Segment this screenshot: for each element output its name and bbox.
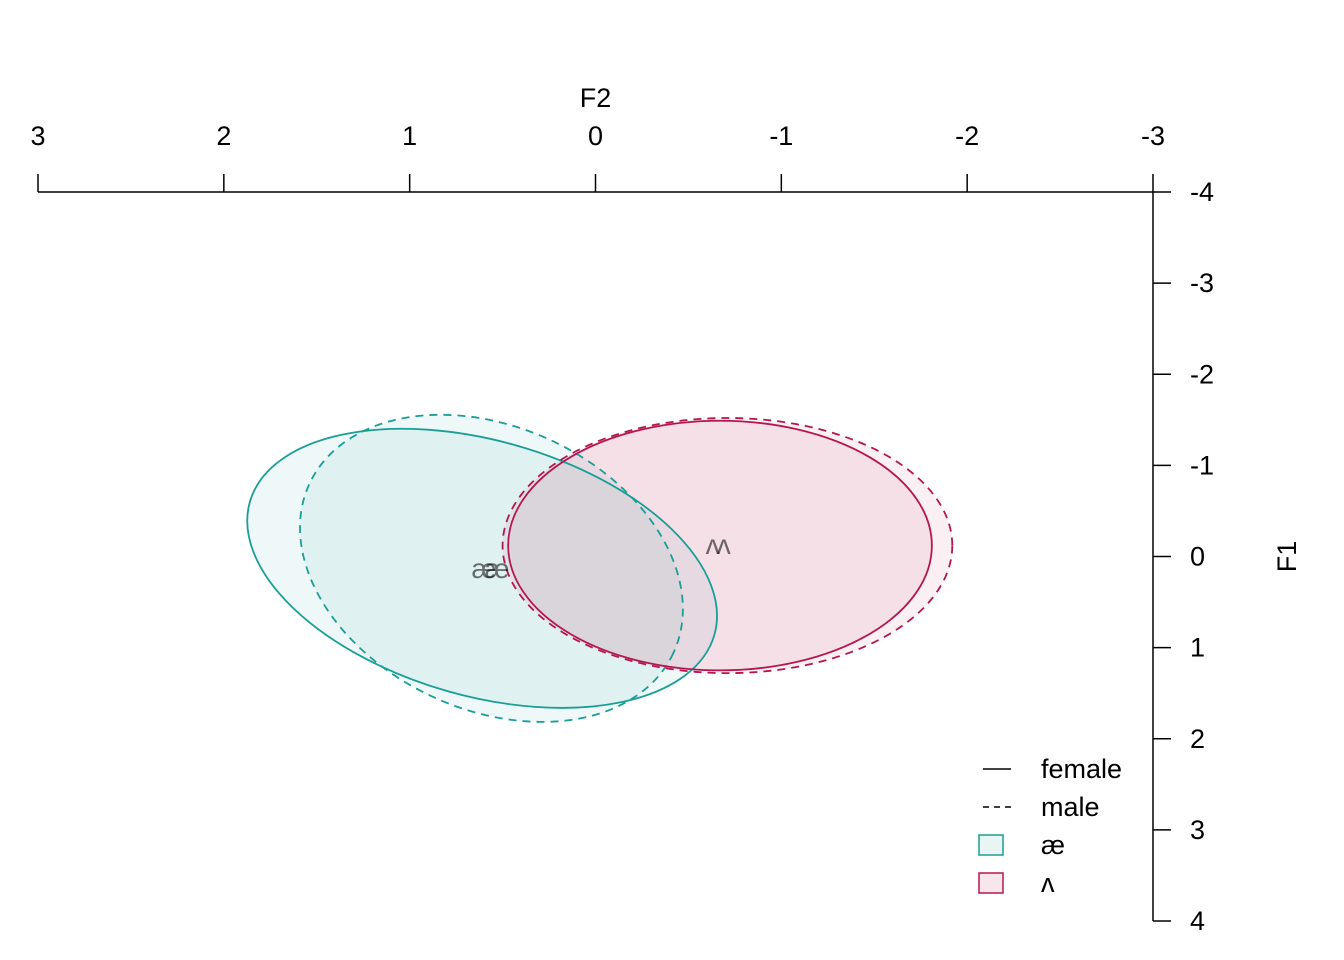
legend-ae-label: æ [1041,830,1065,860]
x-tick-label: 3 [30,121,45,151]
legend-female-label: female [1041,754,1122,784]
y-tick-label: -1 [1190,450,1214,480]
y-tick-label: -2 [1190,359,1214,389]
x-axis-ticks: 3 2 1 0 -1 -2 -3 [30,121,1165,192]
legend: female male æ ʌ [978,754,1122,898]
y-tick-label: 4 [1190,906,1205,936]
ellipse-outlines [246,413,954,723]
x-tick-label: 2 [216,121,231,151]
y-tick-label: 3 [1190,815,1205,845]
legend-wedge-swatch [978,872,1004,894]
vowel-point-label: ʌ [717,529,731,560]
vowel-point-label: æ [472,553,497,584]
x-tick-label: -3 [1141,121,1165,151]
axes: 3 2 1 0 -1 -2 -3 -4 -3 -2 -1 0 1 2 3 4 F2 F1 [30,83,1302,936]
legend-ae-swatch [978,834,1004,856]
y-tick-label: -3 [1190,268,1214,298]
y-tick-label: 0 [1190,542,1205,572]
y-axis-ticks: -4 -3 -2 -1 0 1 2 3 4 [1153,177,1214,936]
x-tick-label: -1 [769,121,793,151]
x-axis-label: F2 [580,83,612,113]
y-axis-label: F1 [1272,541,1302,573]
ae-female-ellipse-outline [246,427,718,709]
vowel-point-labels: ææ ʌʌ [472,529,731,584]
y-tick-label: -4 [1190,177,1214,207]
legend-male-label: male [1041,792,1100,822]
x-tick-label: -2 [955,121,979,151]
y-tick-label: 1 [1190,633,1205,663]
vowel-point-label: æ [485,553,510,584]
wedge-female-ellipse-outline [507,419,933,672]
ae-male-ellipse-outline [299,413,684,723]
legend-wedge-label: ʌ [1041,868,1055,898]
wedge-male-ellipse-outline [501,417,954,675]
y-tick-label: 2 [1190,724,1205,754]
wedge-female-ellipse-fill [508,420,932,671]
x-tick-label: 0 [588,121,603,151]
x-tick-label: 1 [402,121,417,151]
ae-female-ellipse-fill [247,428,718,708]
vowel-point-label: ʌ [706,529,720,560]
